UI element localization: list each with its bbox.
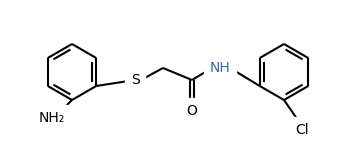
Text: O: O bbox=[186, 104, 197, 118]
Text: S: S bbox=[131, 73, 139, 87]
Text: Cl: Cl bbox=[295, 123, 309, 137]
Text: NH: NH bbox=[210, 61, 230, 75]
Text: NH₂: NH₂ bbox=[39, 111, 65, 125]
